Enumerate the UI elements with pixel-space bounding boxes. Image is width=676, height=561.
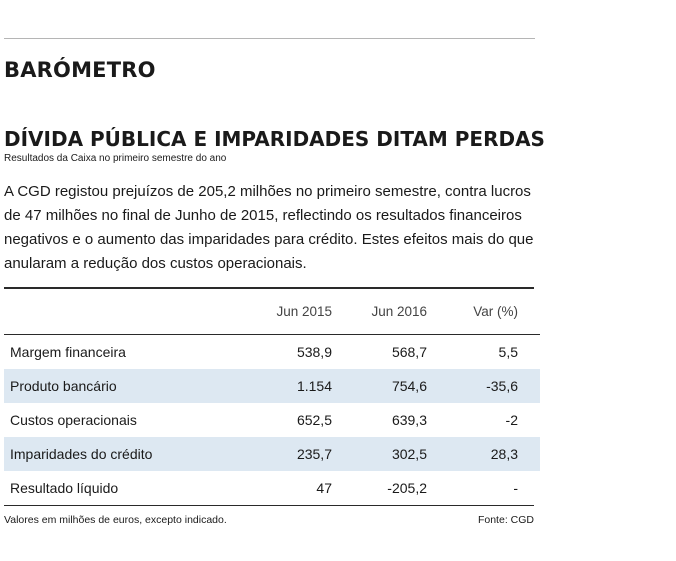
subtitle: Resultados da Caixa no primeiro semestre…: [4, 153, 227, 164]
row-label: Resultado líquido: [10, 480, 119, 496]
table-header-row: Jun 2015 Jun 2016 Var (%): [4, 289, 540, 335]
section-label: BARÓMETRO: [4, 58, 156, 82]
cell-jun-2016: 302,5: [391, 446, 427, 462]
row-label: Custos operacionais: [10, 412, 137, 428]
cell-jun-2015: 538,9: [296, 344, 332, 360]
cell-var: 5,5: [498, 344, 518, 360]
cell-jun-2016: -205,2: [387, 480, 427, 496]
cell-var: -: [513, 480, 518, 496]
lead-paragraph: A CGD registou prejuízos de 205,2 milhõe…: [4, 183, 534, 272]
table-row: Margem financeira 538,9 568,7 5,5: [4, 335, 540, 370]
table-row: Resultado líquido 47 -205,2 -: [4, 471, 540, 505]
cell-jun-2016: 568,7: [391, 344, 427, 360]
cell-var: -35,6: [486, 378, 518, 394]
cell-jun-2015: 235,7: [296, 446, 332, 462]
column-header-label: [4, 289, 240, 335]
table-row: Produto bancário 1.154 754,6 -35,6: [4, 369, 540, 403]
table-row: Custos operacionais 652,5 639,3 -2: [4, 403, 540, 437]
cell-var: 28,3: [490, 446, 518, 462]
cell-jun-2016: 754,6: [391, 378, 427, 394]
results-table: Jun 2015 Jun 2016 Var (%) Margem finance…: [4, 289, 540, 505]
cell-jun-2016: 639,3: [391, 412, 427, 428]
table-bottom-rule: [4, 505, 534, 506]
footnote: Valores em milhões de euros, excepto ind…: [4, 514, 227, 526]
table-row: Imparidades do crédito 235,7 302,5 28,3: [4, 437, 540, 471]
table-top-rule: [4, 287, 534, 289]
cell-jun-2015: 1.154: [296, 378, 332, 394]
column-header-var: Var (%): [473, 304, 518, 319]
column-header-jun-2016: Jun 2016: [371, 304, 427, 319]
cell-jun-2015: 652,5: [296, 412, 332, 428]
headline: DÍVIDA PÚBLICA E IMPARIDADES DITAM PERDA…: [4, 127, 545, 151]
cell-var: -2: [505, 412, 518, 428]
row-label: Imparidades do crédito: [10, 446, 153, 462]
row-label: Margem financeira: [10, 344, 126, 360]
column-header-jun-2015: Jun 2015: [276, 304, 332, 319]
row-label: Produto bancário: [10, 378, 117, 394]
source-credit: Fonte: CGD: [477, 514, 534, 526]
results-table-container: Jun 2015 Jun 2016 Var (%) Margem finance…: [4, 287, 540, 506]
cell-jun-2015: 47: [316, 480, 332, 496]
top-divider: [4, 38, 535, 39]
